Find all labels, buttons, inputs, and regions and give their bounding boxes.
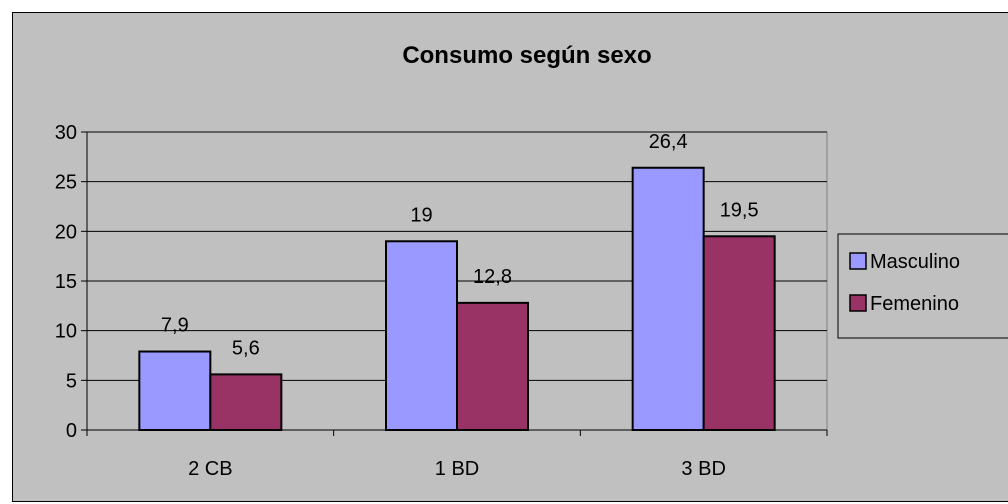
data-label: 19,5 — [720, 199, 759, 221]
bar — [385, 240, 458, 431]
data-labels: 7,9 5,6 19 12,8 26,4 19,5 — [161, 131, 759, 360]
y-tick-label: 15 — [55, 271, 77, 293]
bar — [631, 166, 705, 431]
data-label: 19 — [410, 204, 432, 226]
bar-chart: Consumo según sexo 0 5 10 15 20 25 30 2 CB 1 BD 3… — [55, 42, 1008, 480]
bars — [138, 166, 776, 432]
bar — [702, 235, 776, 431]
y-tick-label: 25 — [55, 172, 77, 194]
data-label: 5,6 — [232, 337, 260, 359]
legend-label: Masculino — [870, 251, 960, 273]
y-tick-label: 0 — [66, 420, 77, 442]
chart-title: Consumo según sexo — [402, 42, 651, 69]
y-tick-label: 5 — [66, 370, 77, 392]
bar — [209, 373, 283, 431]
legend-label: Femenino — [870, 293, 959, 315]
legend: Masculino Femenino — [837, 233, 1008, 339]
x-tick-label: 2 CB — [188, 458, 232, 480]
x-tick-label: 1 BD — [435, 458, 479, 480]
bar — [138, 350, 212, 432]
bar — [456, 301, 529, 431]
legend-swatch — [849, 252, 867, 270]
x-tick-label: 3 BD — [681, 458, 725, 480]
y-tick-label: 30 — [55, 122, 77, 144]
y-tick-label: 10 — [55, 321, 77, 343]
legend-swatch — [849, 294, 867, 312]
axes: 0 5 10 15 20 25 30 2 CB 1 BD 3 BD — [55, 122, 828, 480]
data-label: 7,9 — [161, 315, 189, 337]
legend-box — [837, 233, 1008, 339]
data-label: 12,8 — [473, 266, 512, 288]
data-label: 26,4 — [649, 131, 688, 153]
chart-frame: Consumo según sexo 0 5 10 15 20 25 30 2 CB 1 BD 3… — [12, 12, 1008, 502]
y-tick-label: 20 — [55, 221, 77, 243]
